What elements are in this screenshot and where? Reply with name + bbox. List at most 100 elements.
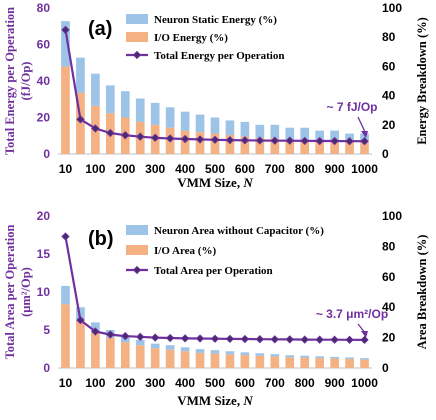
right-axis-title: Energy Breakdown (%) (415, 17, 429, 145)
neuron-bar-400 (180, 111, 190, 131)
right-tick-label: 80 (382, 239, 396, 253)
legend-marker-swatch (132, 50, 142, 60)
x-tick-label: 100 (85, 162, 105, 176)
x-tick-label: 10 (59, 376, 73, 390)
left-axis-unit: (fJ/Op) (19, 62, 33, 101)
io-bar-250 (135, 345, 145, 368)
neuron-bar-400 (180, 347, 190, 352)
total-marker-550 (225, 334, 235, 344)
neuron-bar-650 (255, 353, 265, 356)
panel-label: (b) (88, 228, 114, 250)
total-marker-650 (255, 335, 265, 344)
legend-bar-swatch (126, 32, 148, 42)
neuron-bar-900 (330, 356, 339, 359)
neuron-bar-850 (315, 130, 325, 141)
x-tick-label: 900 (325, 162, 345, 176)
total-marker-450 (195, 135, 205, 144)
io-bar-800 (300, 139, 310, 154)
left-tick-label: 60 (37, 38, 51, 52)
left-tick-label: 0 (43, 361, 50, 375)
right-tick-label: 0 (382, 361, 389, 375)
io-bar-550 (225, 354, 235, 368)
io-bar-450 (195, 352, 205, 368)
x-tick-label: 200 (115, 376, 135, 390)
neuron-bar-900 (330, 130, 339, 141)
neuron-bar-200 (120, 91, 130, 118)
legend-bar-swatch (126, 14, 148, 24)
total-marker-350 (165, 333, 175, 343)
neuron-bar-850 (315, 356, 325, 359)
left-axis-unit: (μm²/Op) (19, 267, 33, 317)
left-tick-label: 80 (37, 1, 51, 15)
total-marker-1000 (360, 137, 369, 146)
total-marker-1000 (360, 335, 369, 345)
io-bar-900 (330, 140, 339, 154)
x-tick-label: 100 (85, 376, 105, 390)
right-axis-title: Area Breakdown (%) (415, 235, 429, 350)
neuron-bar-50 (76, 57, 85, 93)
neuron-bar-650 (255, 124, 265, 138)
x-tick-label: 500 (205, 162, 225, 176)
x-axis-title: VMM Size, N (177, 393, 253, 408)
total-marker-850 (315, 335, 324, 344)
total-marker-850 (315, 136, 324, 146)
x-tick-label: 500 (205, 376, 225, 390)
total-marker-650 (255, 136, 265, 145)
legend-marker-swatch (132, 265, 142, 275)
neuron-bar-10 (61, 21, 70, 67)
legend-label: I/O Area (%) (154, 245, 216, 257)
total-marker-250 (136, 132, 145, 141)
legend-label: Neuron Area without Capacitor (%) (154, 225, 324, 237)
io-bar-900 (330, 358, 339, 368)
total-marker-950 (345, 137, 354, 146)
x-tick-label: 800 (295, 162, 315, 176)
io-bar-10 (61, 66, 70, 154)
io-bar-350 (165, 349, 175, 368)
neuron-bar-550 (225, 351, 235, 355)
total-marker-300 (151, 133, 160, 142)
x-tick-label: 300 (145, 162, 165, 176)
total-marker-300 (151, 333, 160, 342)
x-tick-label: 1000 (351, 162, 378, 176)
total-marker-900 (330, 335, 339, 344)
x-tick-label: 10 (59, 162, 73, 176)
neuron-bar-750 (285, 355, 295, 358)
left-tick-label: 0 (43, 147, 50, 161)
total-marker-700 (270, 335, 279, 344)
io-bar-10 (61, 304, 70, 368)
x-tick-label: 400 (175, 162, 195, 176)
neuron-bar-500 (210, 350, 220, 354)
legend-label: Total Area per Operation (154, 265, 273, 277)
io-bar-500 (210, 353, 220, 368)
io-bar-150 (105, 337, 115, 368)
neuron-bar-550 (225, 120, 235, 136)
x-tick-label: 700 (265, 376, 285, 390)
neuron-bar-350 (165, 107, 175, 128)
total-marker-400 (180, 334, 190, 343)
right-tick-label: 60 (382, 59, 396, 73)
io-bar-100 (91, 331, 100, 368)
neuron-bar-750 (285, 127, 295, 140)
legend-label: Total Energy per Operation (154, 50, 284, 62)
left-tick-label: 5 (43, 323, 50, 337)
total-marker-200 (121, 331, 130, 341)
total-marker-500 (210, 135, 220, 144)
io-bar-300 (150, 348, 160, 368)
neuron-bar-800 (300, 127, 310, 140)
neuron-bar-250 (135, 98, 145, 122)
left-tick-label: 40 (37, 74, 51, 88)
io-bar-700 (270, 137, 280, 154)
total-marker-250 (136, 332, 145, 342)
total-marker-200 (121, 131, 130, 140)
io-bar-600 (240, 355, 250, 368)
right-tick-label: 20 (382, 118, 396, 132)
legend-bar-swatch (126, 245, 148, 255)
left-tick-label: 15 (37, 247, 51, 261)
panel-label: (a) (88, 18, 112, 40)
x-tick-label: 700 (265, 162, 285, 176)
total-marker-900 (330, 136, 339, 146)
total-marker-10 (61, 232, 70, 241)
io-bar-750 (285, 139, 295, 154)
io-bar-400 (180, 351, 190, 368)
